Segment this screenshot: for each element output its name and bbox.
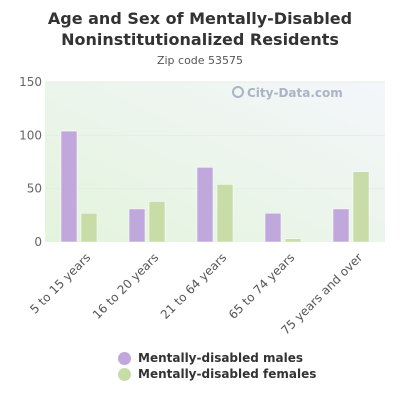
x-category-label: 21 to 64 years (158, 250, 229, 321)
bar-males (332, 208, 350, 243)
legend-label-males: Mentally-disabled males (138, 351, 304, 365)
legend-label-females: Mentally-disabled females (138, 367, 317, 381)
legend-swatch-females (118, 367, 131, 381)
y-tick-label: 150 (19, 75, 42, 89)
bar-males (264, 212, 282, 243)
chart-title: Age and Sex of Mentally-Disabled Noninsti… (47, 9, 353, 49)
legend-item-males: Mentally-disabled males (118, 350, 316, 366)
watermark-text: City-Data.com (247, 86, 343, 100)
plot-area (45, 82, 385, 242)
bar-females (148, 201, 166, 243)
y-tick-label: 100 (19, 128, 42, 142)
bar-females (352, 171, 370, 243)
legend: Mentally-disabled males Mentally-disable… (118, 350, 316, 382)
legend-item-females: Mentally-disabled females (118, 366, 316, 382)
x-category-label: 16 to 20 years (90, 250, 161, 321)
bar-females (80, 212, 98, 243)
watermark: City-Data.com (232, 86, 343, 100)
bar-females (284, 238, 302, 243)
x-category-label: 65 to 74 years (226, 250, 297, 321)
bar-males (60, 130, 78, 243)
x-category-label: 5 to 15 years (27, 250, 93, 316)
chart-subtitle: Zip code 53575 (156, 54, 244, 67)
legend-swatch-males (118, 351, 131, 365)
bar-females (216, 184, 234, 243)
bar-males (128, 208, 146, 243)
search-icon (232, 86, 244, 98)
y-tick-label: 0 (34, 235, 42, 249)
bar-males (196, 167, 214, 243)
y-tick-label: 50 (27, 182, 42, 196)
